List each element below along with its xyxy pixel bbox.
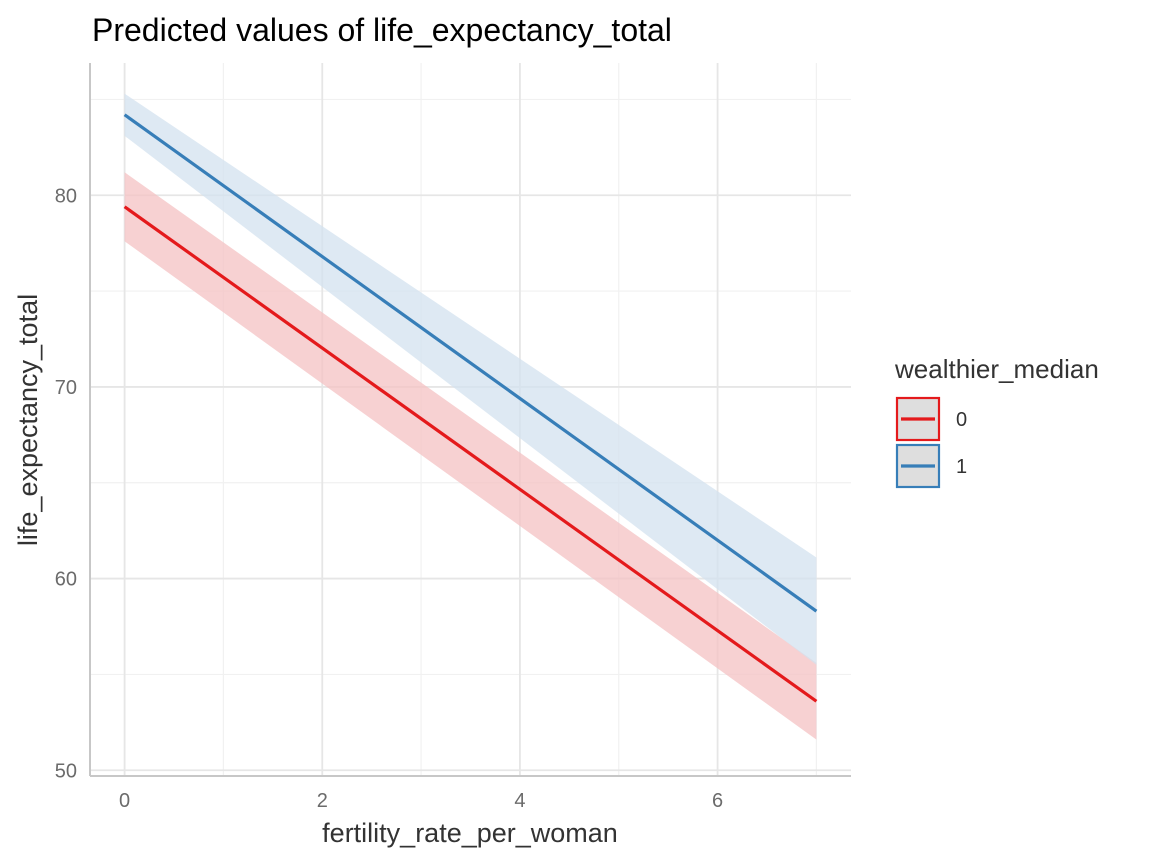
series-line-0 [123, 205, 818, 703]
x-tick-label: 0 [119, 790, 130, 812]
x-tick-label: 4 [514, 790, 525, 812]
legend-title: wealthier_median [894, 354, 1099, 384]
x-tick-label: 2 [317, 790, 328, 812]
axes [89, 63, 851, 777]
y-axis-title: life_expectancy_total [13, 294, 43, 546]
series-lines [123, 113, 818, 703]
series-line-1 [123, 113, 818, 613]
x-axis-title: fertility_rate_per_woman [322, 818, 618, 848]
legend-label-0: 0 [956, 409, 967, 431]
x-tick-label: 6 [712, 790, 723, 812]
y-tick-label: 50 [55, 760, 77, 782]
tick-labels: 0 2 4 6 50 60 70 80 [55, 185, 723, 812]
chart-title: Predicted values of life_expectancy_tota… [92, 12, 672, 48]
y-tick-label: 70 [55, 377, 77, 399]
legend-label-1: 1 [956, 456, 967, 478]
y-tick-label: 80 [55, 185, 77, 207]
legend-items: 01 [895, 396, 967, 489]
legend: wealthier_median 01 [894, 354, 1099, 489]
confidence-ribbon-1 [124, 93, 817, 665]
y-tick-label: 60 [55, 569, 77, 591]
